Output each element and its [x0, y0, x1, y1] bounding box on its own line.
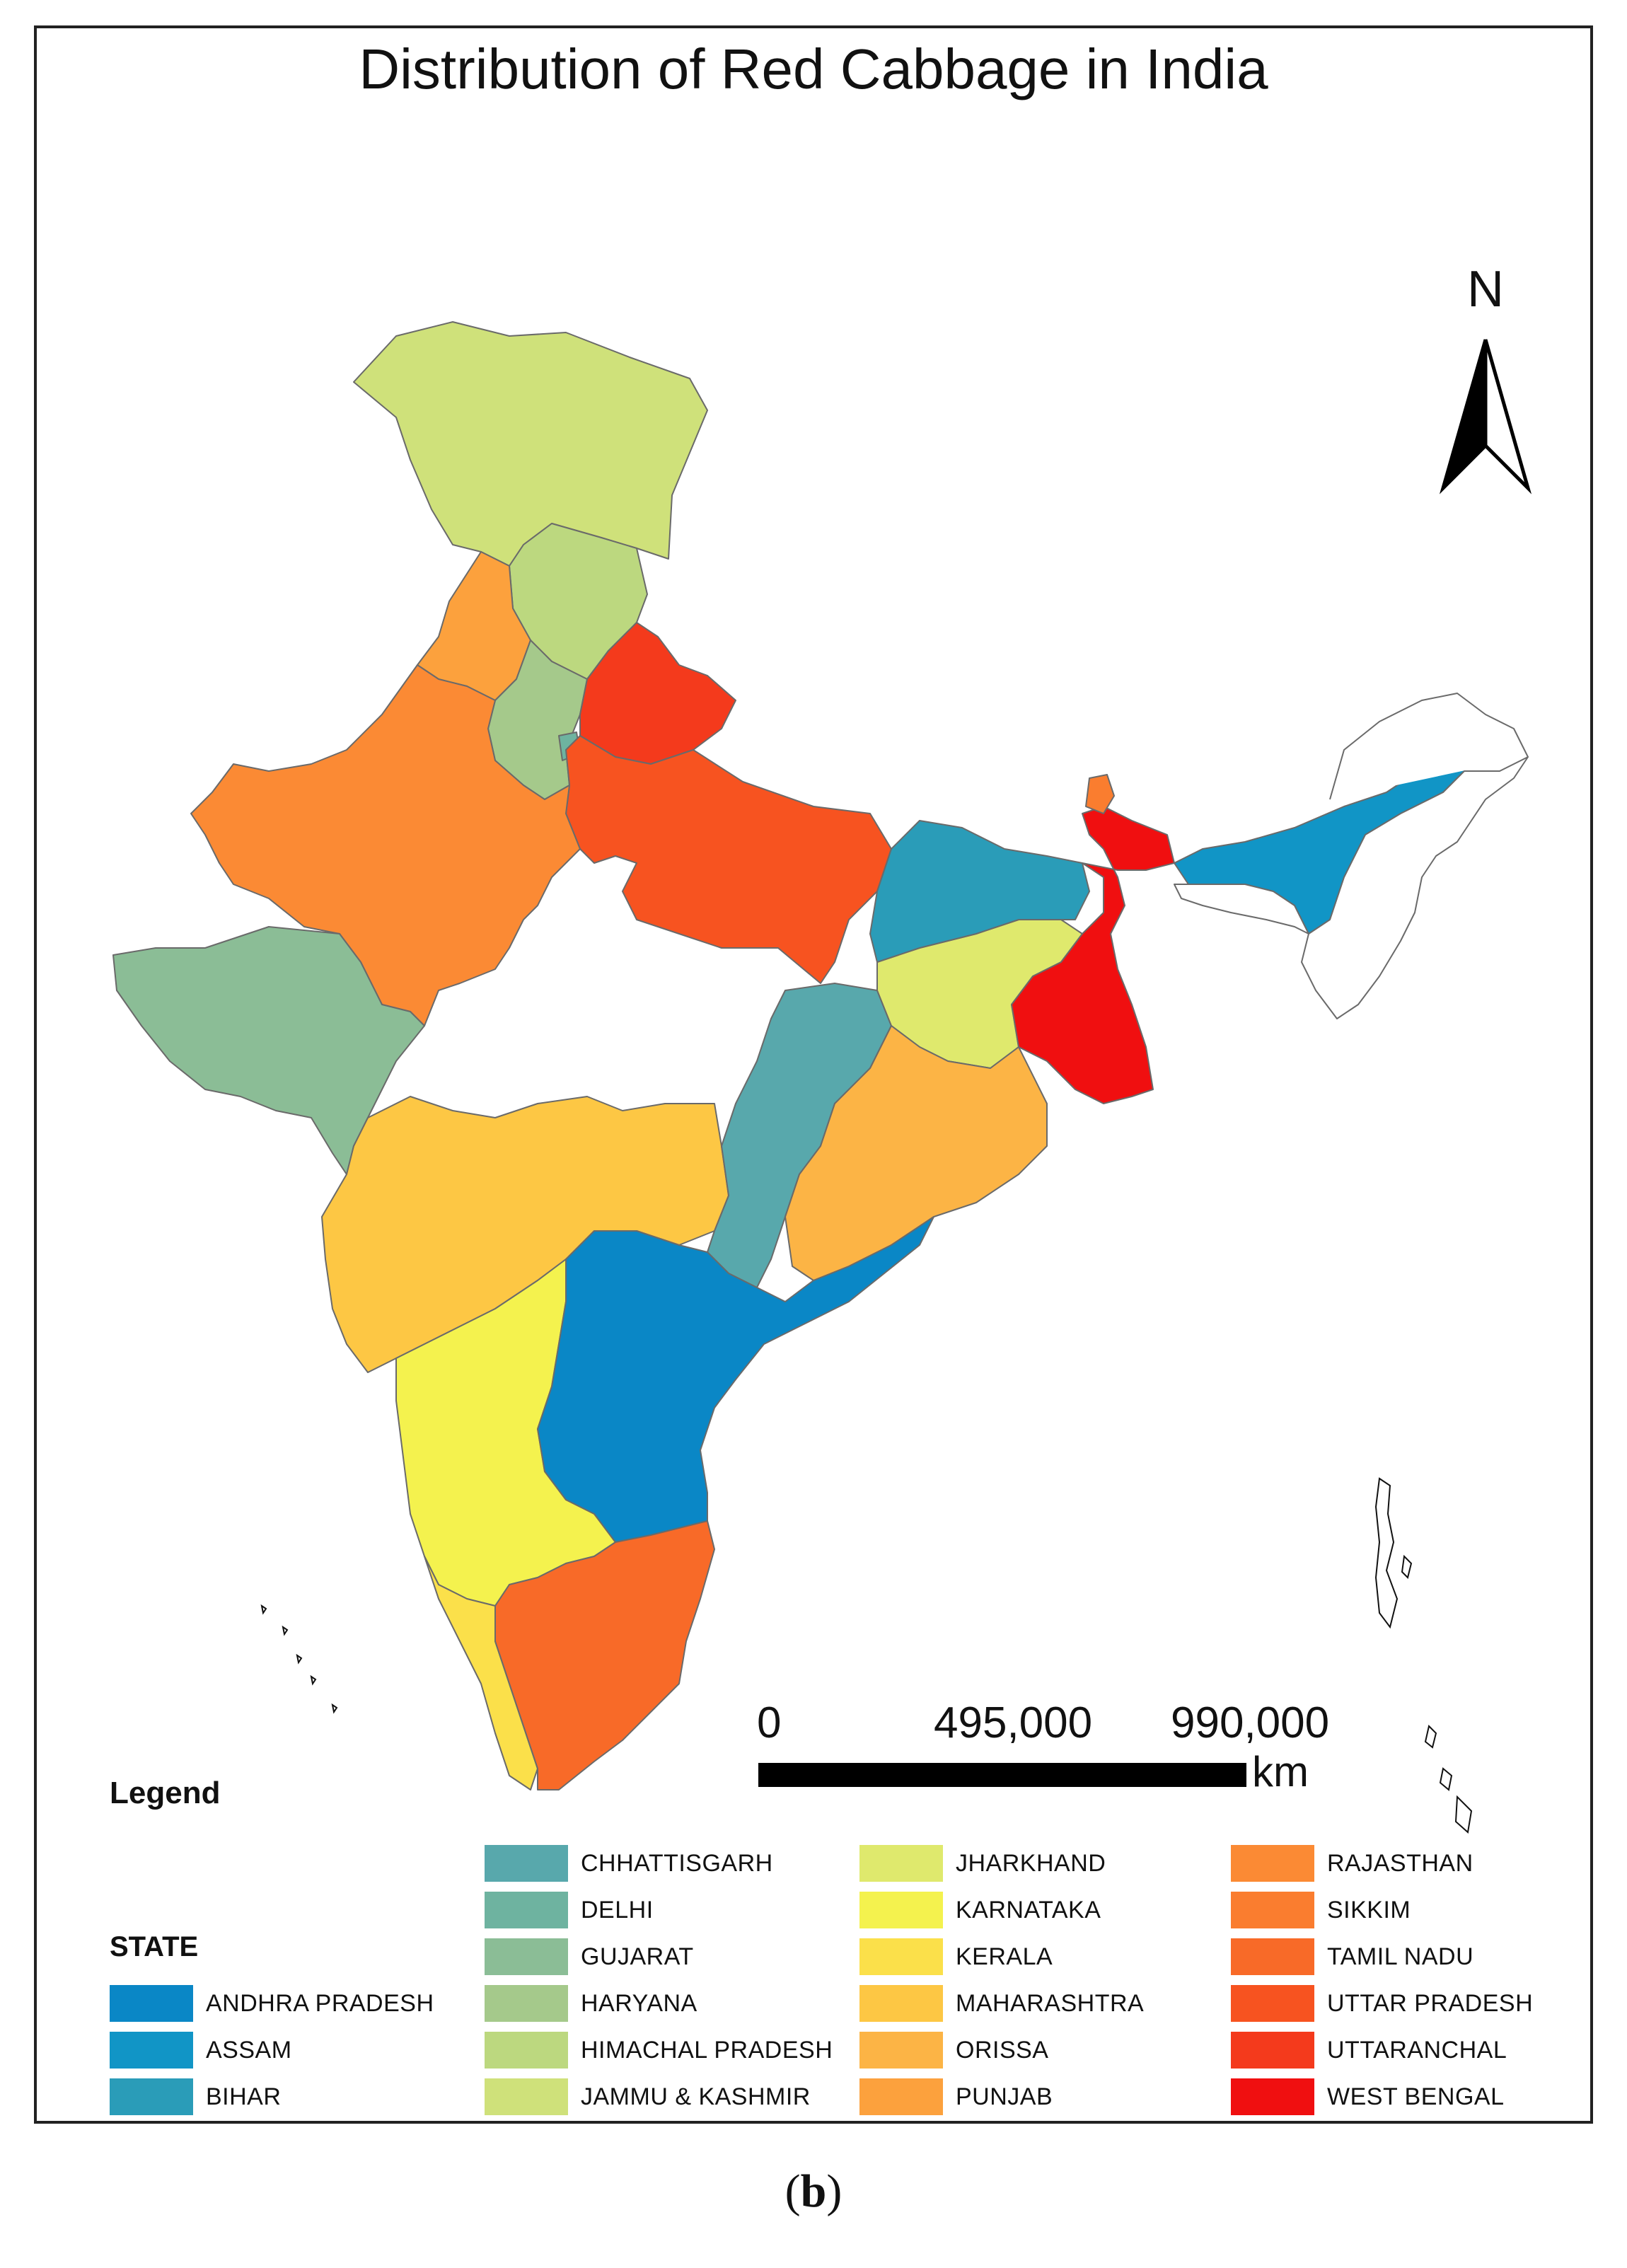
legend-swatch: [485, 1938, 568, 1975]
legend-swatch: [1231, 1938, 1314, 1975]
legend-swatch: [485, 2078, 568, 2115]
legend-label: ORISSA: [956, 2036, 1049, 2064]
legend-swatch: [110, 2078, 193, 2115]
legend-label: GUJARAT: [581, 1943, 694, 1970]
state-sikkim[interactable]: [1085, 774, 1115, 814]
figure-caption: (b): [784, 2165, 843, 2217]
region-northeast-states: [1301, 693, 1529, 1019]
legend-item: MAHARASHTRA: [859, 1985, 1144, 2022]
legend-label: JAMMU & KASHMIR: [581, 2083, 811, 2110]
legend-field-header: STATE: [110, 1931, 199, 1962]
legend-item: BIHAR: [110, 2078, 281, 2115]
state-bihar[interactable]: [869, 820, 1090, 963]
legend-item: ORISSA: [859, 2032, 1048, 2069]
legend-label: TAMIL NADU: [1327, 1943, 1474, 1970]
legend-item: ASSAM: [110, 2032, 292, 2069]
legend-label: RAJASTHAN: [1327, 1849, 1473, 1877]
islands: [260, 1477, 1473, 1834]
scale-tick-2: 990,000: [1171, 1699, 1330, 1747]
legend-swatch: [1231, 2078, 1314, 2115]
legend-swatch: [859, 1985, 943, 2022]
legend-swatch: [859, 1845, 943, 1882]
state-west-bengal[interactable]: [1011, 806, 1175, 1104]
legend-item: DELHI: [485, 1892, 654, 1928]
scale-bar-group: 0 495,000 990,000 km: [736, 1698, 1372, 1804]
legend-item: RAJASTHAN: [1231, 1845, 1473, 1882]
legend-swatch: [485, 1892, 568, 1928]
legend-label: KARNATAKA: [956, 1896, 1101, 1923]
legend-swatch: [859, 2078, 943, 2115]
legend-label: KERALA: [956, 1943, 1053, 1970]
legend-swatch: [485, 1845, 568, 1882]
legend-swatch: [1231, 1985, 1314, 2022]
legend-label: MAHARASHTRA: [956, 1989, 1145, 2017]
legend-item: HIMACHAL PRADESH: [485, 2032, 833, 2069]
legend-swatch: [110, 1985, 193, 2022]
scale-tick-1: 495,000: [934, 1699, 1093, 1747]
legend-item: UTTAR PRADESH: [1231, 1985, 1533, 2022]
legend-label: HARYANA: [581, 1989, 697, 2017]
legend-label: JHARKHAND: [956, 1849, 1106, 1877]
legend-item: HARYANA: [485, 1985, 697, 2022]
legend-swatch: [1231, 1845, 1314, 1882]
scale-tick-0: 0: [757, 1699, 782, 1747]
legend-label: ASSAM: [206, 2036, 292, 2064]
legend-label: HIMACHAL PRADESH: [581, 2036, 833, 2064]
legend-swatch: [859, 1892, 943, 1928]
state-andhra-pradesh[interactable]: [537, 1216, 934, 1543]
scale-bar: [758, 1763, 1246, 1787]
state-jammu-kashmir[interactable]: [353, 321, 708, 567]
legend-title: Legend: [110, 1776, 221, 1810]
legend-swatch: [859, 2032, 943, 2069]
north-label: N: [1467, 261, 1504, 318]
legend-item: KERALA: [859, 1938, 1053, 1975]
legend-item: CHHATTISGARH: [485, 1845, 773, 1882]
state-rajasthan[interactable]: [190, 664, 581, 1026]
legend-swatch: [859, 1938, 943, 1975]
legend-item: PUNJAB: [859, 2078, 1053, 2115]
legend-swatch: [110, 2032, 193, 2069]
legend-label: CHHATTISGARH: [581, 1849, 773, 1877]
map-title: Distribution of Red Cabbage in India: [359, 37, 1268, 100]
legend-swatch: [1231, 2032, 1314, 2069]
legend-label: DELHI: [581, 1896, 654, 1923]
state-uttar-pradesh[interactable]: [565, 735, 892, 984]
legend-item: KARNATAKA: [859, 1892, 1101, 1928]
legend-item: ANDHRA PRADESH: [110, 1985, 434, 2022]
legend-label: UTTARANCHAL: [1327, 2036, 1507, 2064]
legend-swatch: [485, 1985, 568, 2022]
scale-unit: km: [1252, 1748, 1309, 1795]
north-arrow: N: [1436, 261, 1535, 502]
legend-label: BIHAR: [206, 2083, 282, 2110]
legend-item: WEST BENGAL: [1231, 2078, 1505, 2115]
legend-label: UTTAR PRADESH: [1327, 1989, 1534, 2017]
legend-swatch: [1231, 1892, 1314, 1928]
legend-item: SIKKIM: [1231, 1892, 1411, 1928]
legend-item: JAMMU & KASHMIR: [485, 2078, 811, 2115]
legend-label: PUNJAB: [956, 2083, 1053, 2110]
legend-label: WEST BENGAL: [1327, 2083, 1505, 2110]
state-tamil-nadu[interactable]: [494, 1520, 715, 1790]
state-orissa[interactable]: [784, 1025, 1048, 1281]
legend-label: SIKKIM: [1327, 1896, 1411, 1923]
legend-swatch: [485, 2032, 568, 2069]
legend-item: JHARKHAND: [859, 1845, 1106, 1882]
legend-label: ANDHRA PRADESH: [206, 1989, 434, 2017]
legend-item: UTTARANCHAL: [1231, 2032, 1507, 2069]
legend-item: GUJARAT: [485, 1938, 694, 1975]
north-arrow-icon: [1439, 339, 1532, 494]
legend-item: TAMIL NADU: [1231, 1938, 1473, 1975]
region-northeast-south: [1174, 884, 1309, 935]
